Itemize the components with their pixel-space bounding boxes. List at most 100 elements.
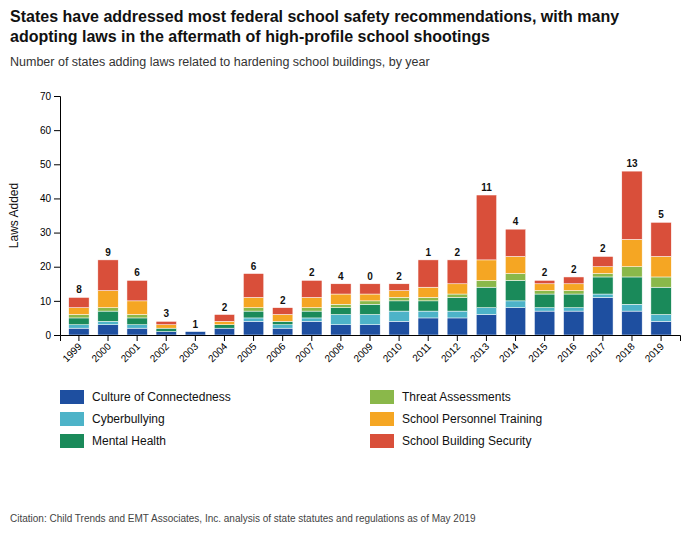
- bar-segment: [564, 311, 584, 335]
- top-label: 6: [134, 267, 140, 278]
- bar-segment: [185, 332, 205, 335]
- x-tick-label: 2015: [526, 340, 550, 364]
- bar-segment: [418, 260, 438, 287]
- bar-segment: [302, 308, 322, 311]
- x-tick: 2019: [643, 335, 667, 364]
- y-tick-mark: [54, 96, 60, 97]
- bar-segment: [156, 325, 176, 328]
- x-tick-mark: [224, 335, 225, 341]
- x-tick-label: 2006: [264, 340, 288, 364]
- x-tick-mark: [573, 335, 574, 341]
- legend-item: Cyberbullying: [60, 412, 165, 426]
- x-tick-mark: [399, 335, 400, 341]
- bar-segment: [505, 301, 525, 308]
- y-tick: 40: [40, 193, 60, 204]
- x-tick: 2017: [584, 335, 608, 364]
- x-tick-mark: [137, 335, 138, 341]
- chart: States have addressed most federal schoo…: [0, 0, 700, 536]
- bar-segment: [127, 328, 147, 335]
- bar-segment: [69, 318, 89, 325]
- bar-segment: [389, 297, 409, 300]
- y-tick-label: 30: [40, 227, 52, 238]
- bar-segment: [593, 294, 613, 297]
- top-label: 4: [338, 271, 344, 282]
- bar-segment: [185, 331, 205, 332]
- bar-segment: [98, 311, 118, 321]
- top-label: 2: [571, 264, 577, 275]
- x-tick-label: 2004: [206, 340, 230, 364]
- bar-segment: [272, 321, 292, 324]
- bar-segment: [564, 294, 584, 308]
- bar-segment: [622, 267, 642, 277]
- x-tick-label: 2001: [119, 340, 143, 364]
- bar-segment: [302, 321, 322, 335]
- bar-segment: [389, 284, 409, 291]
- legend-item: Threat Assessments: [370, 390, 511, 404]
- bar-segment: [622, 239, 642, 266]
- bar-segment: [331, 308, 351, 315]
- bar-segment: [447, 260, 467, 284]
- bar-segment: [98, 321, 118, 324]
- top-label: 8: [76, 284, 82, 295]
- y-tick-mark: [54, 301, 60, 302]
- top-label: 2: [455, 247, 461, 258]
- top-label: 4: [513, 216, 519, 227]
- bar-segment: [243, 308, 263, 311]
- bar-segment: [534, 311, 554, 335]
- x-tick-mark: [428, 335, 429, 341]
- bar-segment: [447, 311, 467, 318]
- x-tick-label: 2009: [351, 340, 375, 364]
- x-tick-label: 2010: [381, 340, 405, 364]
- bar-segment: [651, 315, 671, 322]
- bar-segment: [505, 229, 525, 256]
- y-axis: 010203040506070: [40, 91, 61, 341]
- x-tick-mark: [370, 335, 371, 341]
- x-tick-label: 2005: [235, 340, 259, 364]
- bar-segment: [98, 260, 118, 291]
- bar-segment: [389, 321, 409, 335]
- x-tick-mark: [515, 335, 516, 341]
- legend-item: School Personnel Training: [370, 412, 542, 426]
- bar-segment: [651, 256, 671, 276]
- bar-segment: [360, 294, 380, 301]
- bar-segment: [272, 308, 292, 315]
- bar-segment: [127, 301, 147, 315]
- x-tick-label: 2019: [643, 340, 667, 364]
- bar-segment: [447, 294, 467, 297]
- bar-segment: [360, 325, 380, 335]
- bar-segment: [593, 297, 613, 335]
- top-label: 3: [163, 308, 169, 319]
- bar-segment: [214, 315, 234, 322]
- bar-segment: [214, 325, 234, 328]
- bar-segment: [447, 297, 467, 311]
- bar-segment: [331, 315, 351, 325]
- bar-segment: [476, 280, 496, 287]
- bar-segment: [243, 318, 263, 321]
- bar-segment: [156, 321, 176, 324]
- top-label: 5: [658, 209, 664, 220]
- bar-segment: [98, 308, 118, 311]
- x-tick-label: 2002: [148, 340, 172, 364]
- y-tick: 70: [40, 91, 60, 102]
- x-tick: 2010: [381, 335, 405, 364]
- series: [69, 294, 672, 328]
- bar-segment: [593, 256, 613, 266]
- x-tick: 2004: [206, 335, 230, 364]
- legend-label: Threat Assessments: [402, 390, 511, 404]
- y-tick-label: 0: [45, 330, 51, 341]
- y-tick-mark: [54, 267, 60, 268]
- bar-segment: [476, 287, 496, 307]
- bar-segment: [302, 318, 322, 321]
- top-label: 2: [280, 295, 286, 306]
- bar-segment: [331, 325, 351, 335]
- text-line: Number of states adding laws related to …: [10, 55, 430, 69]
- bar-segment: [418, 287, 438, 297]
- bar-segment: [69, 297, 89, 307]
- bars: [69, 171, 672, 335]
- legend-label: School Personnel Training: [402, 412, 542, 426]
- x-tick: 2018: [613, 335, 637, 364]
- bar-segment: [127, 318, 147, 325]
- bar-segment: [69, 315, 89, 318]
- bar-segment: [505, 256, 525, 273]
- x-tick-mark: [602, 335, 603, 341]
